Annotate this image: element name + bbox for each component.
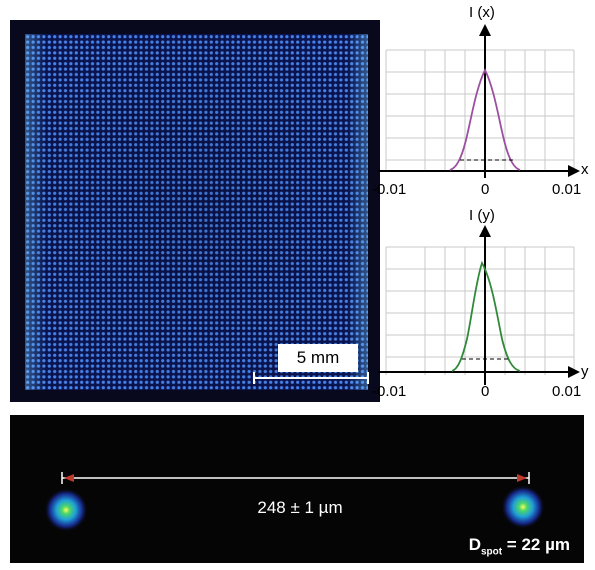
plot-grid [385, 49, 575, 170]
profile-plot-x: I (x) x -0.01 0 0.01 [370, 0, 595, 200]
x-axis-label: y [581, 363, 589, 380]
tick-label-right: 0.01 [552, 383, 582, 400]
two-spot-image: 248 ± 1 µm Dspot = 22 µm [10, 415, 584, 563]
spot-diameter-label: Dspot = 22 µm [468, 535, 570, 558]
right-spot [501, 485, 545, 529]
scale-bar-label: 5 mm [278, 344, 358, 372]
spot-array-grid [25, 34, 369, 390]
left-spot [44, 488, 88, 532]
tick-label-right: 0.01 [552, 181, 582, 198]
profile-plot-y: I (y) y -0.01 0 0.01 [370, 205, 595, 410]
x-axis-label: x [581, 161, 589, 178]
intensity-curve [449, 67, 521, 171]
tick-label-left: -0.01 [372, 181, 407, 198]
tick-label-center: 0 [481, 383, 490, 400]
spot-array-image: 5 mm [10, 20, 380, 402]
tick-label-center: 0 [481, 181, 490, 198]
y-axis-label: I (x) [469, 4, 495, 21]
tick-label-left: -0.01 [372, 383, 407, 400]
intensity-curve [451, 260, 521, 372]
distance-label: 248 ± 1 µm [257, 498, 343, 517]
plot-grid [385, 246, 575, 375]
y-axis-label: I (y) [469, 207, 495, 224]
